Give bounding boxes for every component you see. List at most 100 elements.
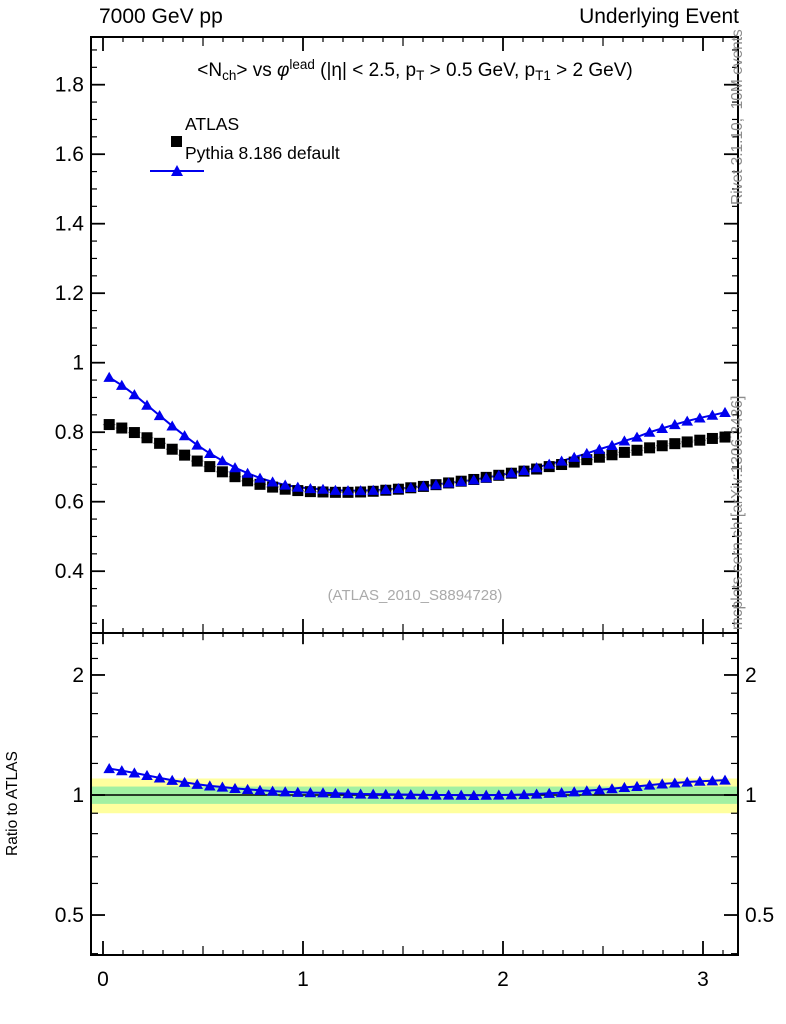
pythia-ratio-marker <box>191 778 203 789</box>
pythia-marker <box>367 484 379 495</box>
pythia-ratio-marker <box>430 789 442 800</box>
atlas-marker <box>166 443 178 455</box>
main-y-tick-label: 0.8 <box>55 421 84 444</box>
main-y-tick-label: 1.8 <box>55 74 84 97</box>
pythia-ratio-marker <box>555 787 568 798</box>
atlas-marker <box>606 449 618 461</box>
pythia-marker <box>141 399 153 410</box>
pythia-marker <box>568 451 580 462</box>
pythia-ratio-marker <box>505 789 518 800</box>
title-segment: T1 <box>535 68 551 83</box>
main-y-tick-label: 1 <box>72 352 84 375</box>
pythia-marker <box>116 379 128 390</box>
pythia-ratio-marker <box>229 782 241 793</box>
pythia-marker <box>455 476 467 487</box>
pythia-marker <box>191 439 203 450</box>
pythia-ratio-marker <box>367 788 379 799</box>
pythia-ratio-marker <box>204 780 216 791</box>
pythia-marker <box>643 426 656 437</box>
main-y-tick-label: 1.6 <box>55 143 84 166</box>
pythia-ratio-marker <box>631 780 643 791</box>
pythia-marker <box>417 480 430 491</box>
atlas-marker <box>216 466 228 478</box>
pythia-marker-icon <box>130 143 204 176</box>
main-y-tick-label: 1.2 <box>55 282 84 305</box>
pythia-marker <box>241 467 254 478</box>
pythia-ratio-marker <box>706 775 719 786</box>
pythia-ratio-marker <box>116 765 128 776</box>
pythia-ratio-marker <box>128 767 141 778</box>
title-segment: ch <box>222 68 237 83</box>
pythia-marker <box>581 447 593 458</box>
pythia-ratio-marker <box>342 788 354 799</box>
pythia-ratio-marker <box>354 788 367 799</box>
x-tick-label: 1 <box>297 968 309 991</box>
title-segment: (|η| < 2.5, p <box>314 60 417 81</box>
pythia-marker <box>593 443 606 454</box>
pythia-marker <box>543 458 555 469</box>
pythia-marker <box>618 435 631 446</box>
ratio-frame <box>90 632 739 956</box>
pythia-ratio-marker <box>593 784 606 795</box>
main-y-tick-label: 1.4 <box>55 213 85 236</box>
pythia-ratio-marker <box>681 776 693 787</box>
pythia-marker <box>405 481 417 493</box>
atlas-marker <box>179 449 191 461</box>
pythia-marker <box>468 474 480 485</box>
atlas-marker <box>254 478 266 490</box>
x-tick-label: 2 <box>497 968 509 991</box>
pythia-ratio-marker <box>153 772 166 783</box>
pythia-marker <box>178 430 191 441</box>
pythia-ratio-marker <box>329 787 342 798</box>
atlas-marker <box>229 471 241 483</box>
pythia-ratio-marker <box>216 781 229 792</box>
title-segment: <N <box>197 60 223 81</box>
atlas-marker <box>267 481 279 493</box>
pythia-ratio-marker <box>166 774 178 785</box>
ratio-y-tick-label-left: 1 <box>72 784 84 807</box>
x-tick-label: 0 <box>97 968 109 991</box>
pythia-marker <box>493 469 505 480</box>
pythia-line-main <box>108 376 726 492</box>
pythia-marker <box>317 483 329 494</box>
title-segment: T <box>416 68 425 83</box>
atlas-marker <box>593 451 605 463</box>
pythia-marker <box>694 412 706 423</box>
pythia-marker <box>430 479 442 490</box>
beam-label: 7000 GeV pp <box>99 5 223 28</box>
atlas-marker <box>681 436 693 448</box>
pythia-marker <box>128 389 141 400</box>
pythia-marker <box>279 479 291 490</box>
pythia-ratio-marker <box>530 788 543 799</box>
atlas-marker <box>694 434 706 446</box>
title-segment: lead <box>289 57 315 72</box>
pythia-ratio-marker <box>618 781 631 792</box>
pythia-ratio-marker <box>468 789 480 800</box>
main-y-tick-label: 0.4 <box>55 560 85 583</box>
pythia-ratio-marker <box>141 769 153 780</box>
ratio-y-tick-label-left: 2 <box>72 664 84 687</box>
pythia-ratio-marker <box>317 787 329 798</box>
pythia-marker <box>530 462 543 473</box>
atlas-marker <box>128 427 140 439</box>
pythia-ratio-marker <box>656 778 668 789</box>
pythia-marker <box>606 439 618 451</box>
atlas-marker <box>656 440 668 452</box>
ratio-y-tick-label-right: 0.5 <box>745 904 774 927</box>
title-segment: > 2 GeV) <box>550 60 633 81</box>
atlas-marker <box>204 461 216 473</box>
pythia-marker <box>216 455 229 466</box>
pythia-marker <box>719 406 731 417</box>
pythia-ratio-marker <box>178 776 191 787</box>
atlas-marker <box>719 431 731 443</box>
pythia-marker <box>342 485 354 496</box>
pythia-ratio-marker <box>241 783 254 794</box>
pythia-ratio-marker <box>543 787 555 798</box>
atlas-marker <box>618 446 630 458</box>
atlas-marker-icon <box>130 114 188 147</box>
rivet-version-note: Rivet 3.1.10, 10M events <box>729 29 746 205</box>
pythia-marker <box>292 481 304 492</box>
atlas-marker <box>191 455 203 467</box>
pythia-ratio-marker <box>254 784 266 795</box>
